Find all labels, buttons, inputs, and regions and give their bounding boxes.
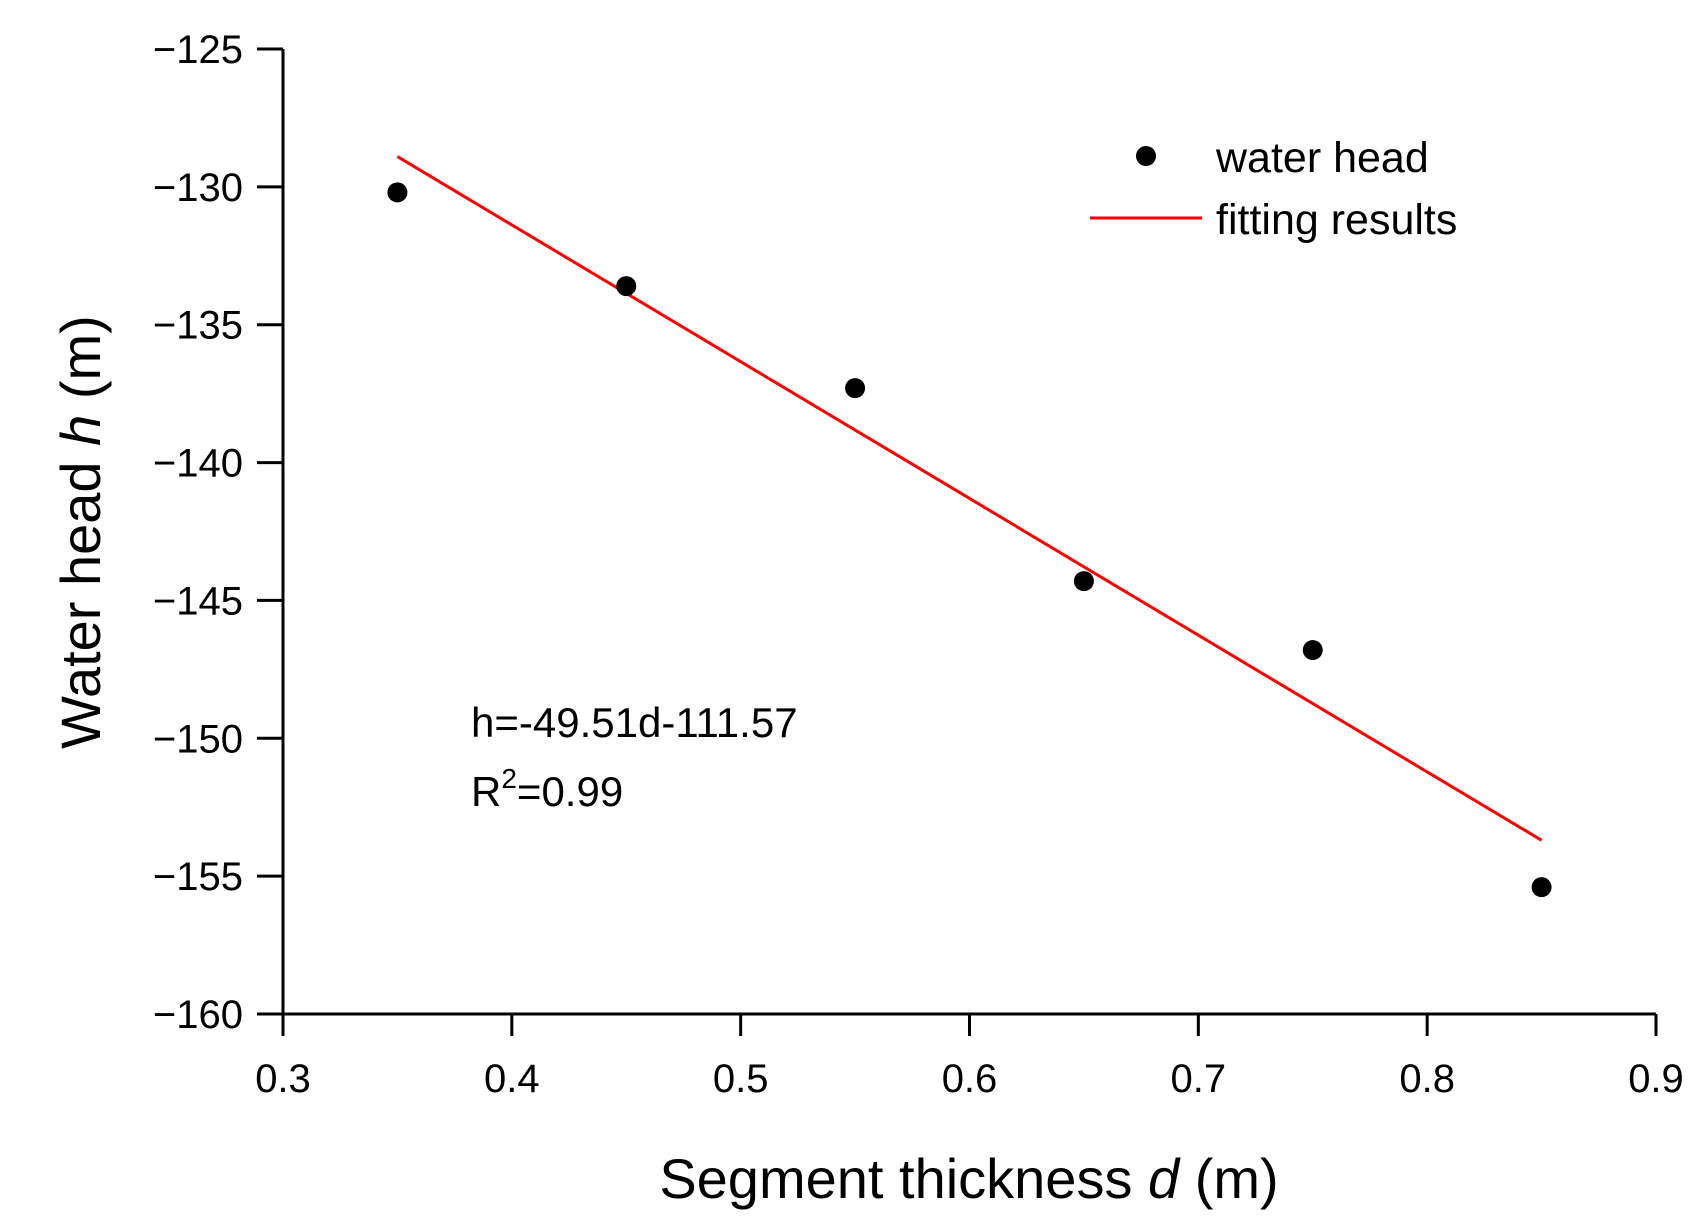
r-squared-annotation: R2=0.99 <box>471 763 623 815</box>
data-point <box>1302 640 1323 661</box>
tick-labels: 0.3 0.4 0.5 0.6 0.7 0.8 0.9 −125 −130 −135 −140 −14… <box>153 28 1684 1101</box>
tick-marks <box>257 47 1658 1036</box>
y-tick-label: −130 <box>153 166 243 210</box>
fit-line-layer <box>396 155 1543 842</box>
axes <box>281 49 1656 1016</box>
data-point <box>845 378 866 399</box>
r-squared-value: =0.99 <box>517 768 623 815</box>
x-tick-label: 0.6 <box>942 1057 998 1101</box>
legend-label-fitting-results: fitting results <box>1216 196 1457 244</box>
legend-label-water-head: water head <box>1215 134 1429 182</box>
y-tick-label: −160 <box>153 993 243 1037</box>
x-tick-label: 0.9 <box>1628 1057 1684 1101</box>
x-tick-label: 0.3 <box>255 1057 311 1101</box>
legend-marker-water-head <box>1136 146 1156 166</box>
y-tick-label: −140 <box>153 442 243 486</box>
data-point <box>1073 571 1094 592</box>
x-axis-title-unit: (m) <box>1195 1147 1279 1210</box>
data-point <box>1531 877 1552 898</box>
x-axis-title-variable: d <box>1148 1147 1181 1210</box>
y-axis-title-variable: h <box>49 415 112 446</box>
r-squared-prefix: R <box>471 768 501 815</box>
x-axis-title: Segment thickness d (m) <box>659 1147 1278 1210</box>
fit-line <box>396 155 1543 842</box>
x-tick-label: 0.8 <box>1399 1057 1455 1101</box>
y-tick-label: −125 <box>153 28 243 72</box>
x-tick-label: 0.5 <box>713 1057 769 1101</box>
y-axis-title-unit: (m) <box>49 315 112 399</box>
y-axis-title: Water head h (m) <box>49 315 112 749</box>
equation-annotation: h=-49.51d-111.57 <box>471 699 798 746</box>
y-tick-label: −145 <box>153 579 243 623</box>
y-tick-label: −135 <box>153 304 243 348</box>
x-tick-label: 0.7 <box>1171 1057 1227 1101</box>
y-axis-title-label: Water head <box>49 461 112 748</box>
y-tick-label: −155 <box>153 855 243 899</box>
data-points <box>387 182 1552 898</box>
r-squared-superscript: 2 <box>501 763 517 794</box>
data-point <box>616 276 637 297</box>
x-axis-title-label: Segment thickness <box>659 1147 1132 1210</box>
x-tick-label: 0.4 <box>484 1057 540 1101</box>
legend: water head fitting results <box>1090 134 1457 244</box>
y-tick-label: −150 <box>153 717 243 761</box>
data-point <box>387 182 408 203</box>
